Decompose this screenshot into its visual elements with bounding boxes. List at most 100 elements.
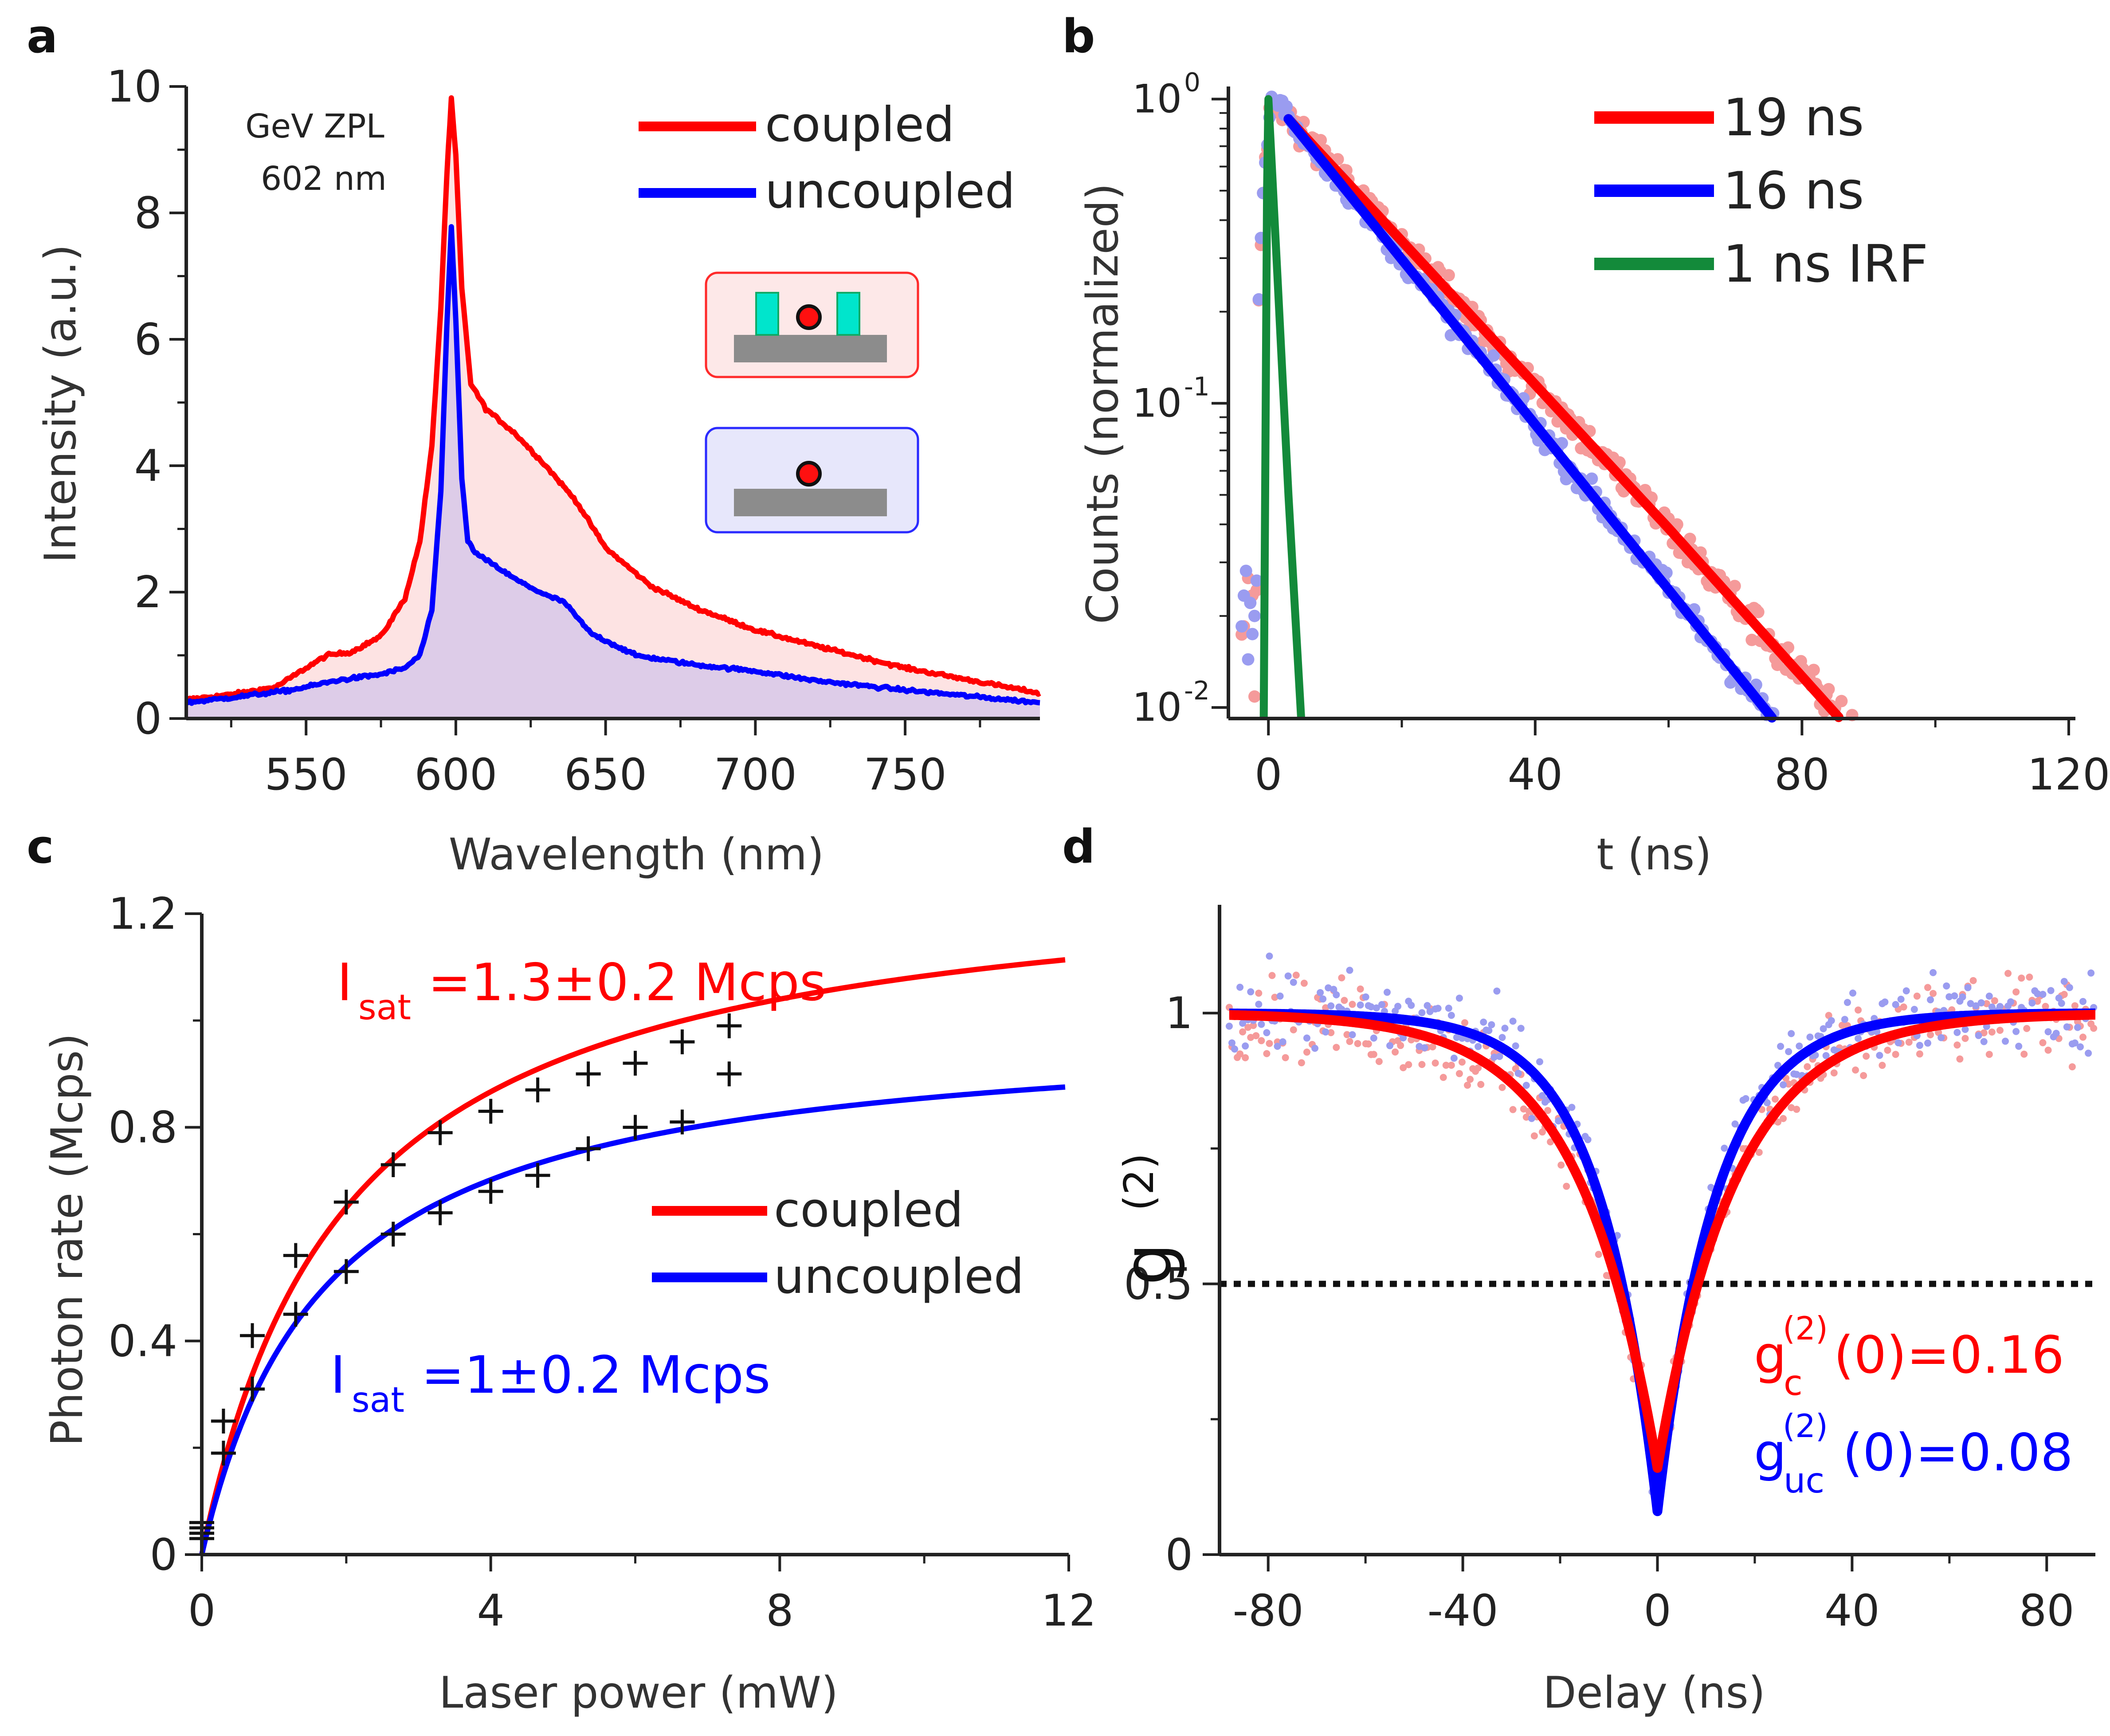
point-uncoupled-d: [1902, 987, 1910, 995]
point-coupled-d: [1242, 1054, 1249, 1061]
point-uncoupled-d: [1346, 966, 1353, 974]
point-uncoupled-d: [1475, 1043, 1482, 1050]
xlabel-b: t (ns): [1596, 829, 1711, 880]
point-coupled-d: [1852, 1066, 1859, 1074]
point-coupled-d: [1290, 1026, 1297, 1033]
point-coupled-b: [1752, 605, 1765, 618]
ytick-label-d: 0: [1165, 1530, 1193, 1580]
point-coupled-d: [1252, 1032, 1260, 1040]
point-uncoupled-d: [1828, 1017, 1835, 1025]
g2c-main: g: [1754, 1325, 1787, 1385]
point-coupled-d: [1268, 972, 1276, 979]
point-uncoupled-c: [717, 1061, 742, 1087]
ylabel-c: Photon rate (Mcps): [42, 1033, 93, 1446]
xtick-label-d: 80: [2019, 1586, 2075, 1636]
point-coupled-d: [2023, 1025, 2031, 1032]
xtick-label-c: 4: [477, 1586, 504, 1636]
point-coupled-d: [1458, 1058, 1466, 1066]
point-coupled-c: [623, 1051, 648, 1076]
point-uncoupled-c: [211, 1441, 236, 1466]
curves-b: [1259, 95, 1844, 723]
point-uncoupled-d: [1490, 1053, 1498, 1061]
ytick-label-a: 6: [134, 314, 162, 365]
point-uncoupled-d: [1777, 1043, 1784, 1050]
point-coupled-d: [1250, 1022, 1257, 1029]
xtick-label-c: 0: [188, 1586, 216, 1636]
point-coupled-d: [1916, 1050, 1923, 1058]
point-coupled-d: [1557, 1161, 1565, 1169]
ylabel-b: Counts (normalized): [1078, 183, 1128, 624]
point-coupled-d: [1263, 1050, 1271, 1057]
point-uncoupled-d: [1843, 999, 1851, 1006]
point-coupled-d: [1930, 990, 1937, 997]
point-uncoupled-d: [1945, 993, 1953, 1001]
point-uncoupled-d: [2076, 1043, 2084, 1051]
point-uncoupled-d: [1373, 1004, 1380, 1012]
inset-coupled-emitter: [796, 304, 822, 330]
point-coupled-d: [1300, 979, 1308, 987]
point-uncoupled-d: [1910, 1005, 1918, 1013]
point-uncoupled-c: [623, 1115, 648, 1140]
point-coupled-d: [1969, 977, 1977, 984]
g2-uncoupled-label: g (2) uc (0)=0.08: [1754, 1407, 2073, 1501]
point-uncoupled-d: [1225, 1022, 1233, 1030]
point-coupled-d: [1408, 1036, 1415, 1044]
point-coupled-d: [2034, 998, 2041, 1005]
point-uncoupled-d: [1793, 1071, 1800, 1078]
point-coupled-d: [1477, 1081, 1485, 1088]
point-uncoupled-d: [1785, 1048, 1792, 1056]
point-uncoupled-d: [1228, 1039, 1235, 1047]
point-uncoupled-d: [2063, 1023, 2071, 1031]
point-uncoupled-c: [380, 1221, 406, 1247]
point-coupled-d: [2044, 1046, 2052, 1054]
point-uncoupled-d: [1236, 983, 1244, 991]
point-uncoupled-d: [2055, 994, 2063, 1002]
legend-c: coupled uncoupled: [652, 1182, 1024, 1304]
point-coupled-d: [1522, 1113, 1530, 1121]
point-coupled-d: [2020, 1050, 2028, 1058]
g2c-value: (0)=0.16: [1834, 1325, 2064, 1385]
point-uncoupled-d: [1416, 1043, 1423, 1050]
point-uncoupled-c: [670, 1109, 695, 1135]
point-uncoupled-d: [1480, 1018, 1487, 1026]
point-uncoupled-d: [1242, 1042, 1249, 1050]
axes-b: [1227, 86, 2075, 720]
xtick-label-b: 0: [1255, 750, 1282, 800]
point-coupled-d: [1467, 1076, 1474, 1083]
point-uncoupled-d: [1584, 1136, 1592, 1143]
point-uncoupled-d: [1255, 1001, 1263, 1008]
point-uncoupled-d: [1514, 1069, 1522, 1077]
point-coupled-d: [1793, 1106, 1800, 1113]
point-uncoupled-d: [2074, 1024, 2081, 1031]
point-coupled-d: [1405, 1061, 1412, 1068]
point-coupled-d: [1988, 1028, 1996, 1036]
point-uncoupled-b: [1239, 565, 1252, 577]
point-coupled-d: [1879, 1061, 1886, 1069]
point-coupled-d: [1429, 1043, 1436, 1051]
xtick-label-c: 12: [1041, 1586, 1097, 1636]
point-uncoupled-d: [1924, 1039, 1932, 1047]
point-coupled-d: [1924, 984, 1932, 991]
point-coupled-d: [1860, 1072, 1867, 1079]
ylabel-d-sup: (2): [1115, 1153, 1163, 1211]
point-uncoupled-d: [2066, 984, 2073, 991]
point-coupled-b: [1250, 584, 1263, 597]
ticks-d: -80 -40 0 40 80 0 0.5 1: [1124, 988, 2074, 1636]
point-coupled-d: [1980, 1029, 1988, 1037]
xtick-label-a: 600: [414, 750, 497, 800]
point-uncoupled-d: [2007, 998, 2015, 1005]
point-uncoupled-d: [1806, 1033, 1814, 1041]
area-fill-coupled: [186, 98, 1040, 719]
point-coupled-c: [211, 1408, 236, 1434]
point-coupled-d: [2018, 974, 2025, 982]
ytick-label-c: 0: [150, 1530, 177, 1580]
point-coupled-d: [1985, 1051, 1993, 1058]
point-uncoupled-c: [576, 1136, 601, 1161]
point-uncoupled-d: [1937, 1034, 1945, 1041]
point-uncoupled-d: [1988, 1003, 1996, 1011]
point-uncoupled-d: [1512, 1042, 1519, 1050]
point-uncoupled-b: [1242, 653, 1255, 666]
xtick-label-a: 700: [714, 750, 797, 800]
point-coupled-d: [1271, 994, 1279, 1001]
point-coupled-c: [240, 1323, 265, 1348]
